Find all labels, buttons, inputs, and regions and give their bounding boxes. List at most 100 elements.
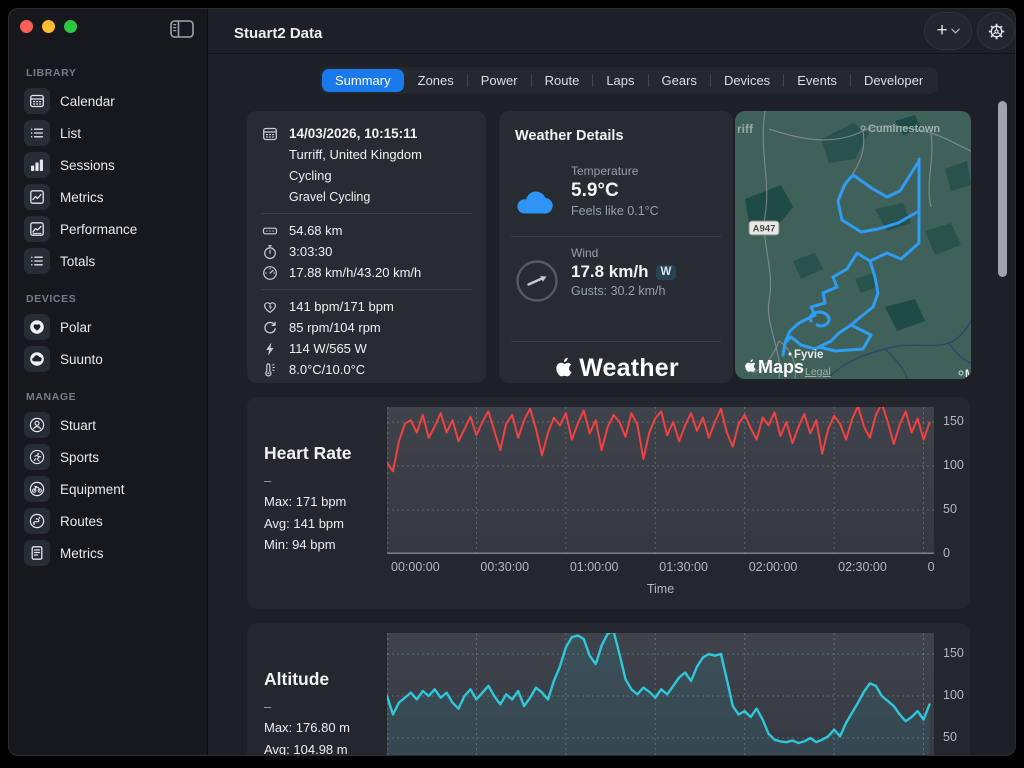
chart-title: Altitude <box>264 669 329 690</box>
sidebar-item-metrics[interactable]: Metrics <box>9 181 207 213</box>
x-axis-labels: 00:00:0000:30:0001:00:0001:30:0002:00:00… <box>387 560 934 576</box>
sidebar-item-performance[interactable]: Performance <box>9 213 207 245</box>
calendar-icon <box>24 88 50 114</box>
zoom-button[interactable] <box>64 20 77 33</box>
tab-developer[interactable]: Developer <box>851 69 936 92</box>
summary-stat: 3:03:30 <box>261 241 472 262</box>
calendar-icon <box>261 126 278 142</box>
power-bolt-icon <box>261 341 278 357</box>
settings-button[interactable] <box>977 12 1015 50</box>
map-town-right: M <box>965 368 971 379</box>
tab-power[interactable]: Power <box>468 69 531 92</box>
chart-stat-line: Avg: 141 bpm <box>264 513 346 535</box>
document-icon <box>24 540 50 566</box>
gear-icon <box>986 21 1007 42</box>
summary-stat-text: 17.88 km/h/43.20 km/h <box>289 265 421 280</box>
tab-bar: SummaryZonesPowerRouteLapsGearsDevicesEv… <box>320 67 938 94</box>
runner-circle-icon <box>24 444 50 470</box>
sidebar-item-label: Suunto <box>60 352 103 367</box>
sidebar-item-suunto[interactable]: Suunto <box>9 343 207 375</box>
summary-stat-text: 114 W/565 W <box>289 341 367 356</box>
gusts: Gusts: 30.2 km/h <box>571 284 676 298</box>
thermometer-icon <box>261 362 278 378</box>
summary-stat: 54.68 km <box>261 220 472 241</box>
apple-logo-icon <box>553 356 575 378</box>
sidebar-item-sessions[interactable]: Sessions <box>9 149 207 181</box>
summary-stat-text: 141 bpm/171 bpm <box>289 299 394 314</box>
summary-datetime: 14/03/2026, 10:15:11 <box>261 123 472 144</box>
sidebar-section-manage: MANAGEStuartSportsEquipmentRoutesMetrics <box>9 391 207 569</box>
main-area: Stuart2 Data + SummaryZonesPowerRouteLap… <box>209 9 1015 755</box>
tab-laps[interactable]: Laps <box>593 69 647 92</box>
suunto-cloud-icon <box>24 346 50 372</box>
sidebar-item-sports[interactable]: Sports <box>9 441 207 473</box>
list-icon <box>24 120 50 146</box>
distance-road-icon <box>261 223 278 239</box>
sidebar-item-label: Polar <box>60 320 92 335</box>
map-legal-link[interactable]: Legal <box>805 366 831 378</box>
add-button[interactable]: + <box>924 12 972 50</box>
summary-location: Turriff, United Kingdom <box>261 144 472 165</box>
summary-sub-activity-text: Gravel Cycling <box>289 190 370 204</box>
scrollbar-thumb[interactable] <box>998 101 1007 277</box>
sidebar-item-stuart[interactable]: Stuart <box>9 409 207 441</box>
sidebar-item-calendar[interactable]: Calendar <box>9 85 207 117</box>
sidebar-item-totals[interactable]: Totals <box>9 245 207 277</box>
sidebar-item-label: Sports <box>60 450 99 465</box>
y-tick-label: 0 <box>943 546 950 560</box>
person-circle-icon <box>24 412 50 438</box>
town-marker-fyvie <box>788 352 791 355</box>
summary-datetime-text: 14/03/2026, 10:15:11 <box>289 126 417 141</box>
tab-summary[interactable]: Summary <box>322 69 404 92</box>
summary-stat: 141 bpm/171 bpm <box>261 296 472 317</box>
summary-stat-text: 3:03:30 <box>289 244 332 259</box>
summary-divider <box>261 289 472 290</box>
chart-stat-line: Min: 94 bpm <box>264 534 346 556</box>
route-map[interactable]: Cuminestown riff A947 Fyvie M Maps Legal <box>735 111 971 379</box>
activity-summary-card: 14/03/2026, 10:15:11 Turriff, United King… <box>247 111 486 383</box>
sidebar-item-metrics[interactable]: Metrics <box>9 537 207 569</box>
chart-title: Heart Rate <box>264 443 352 464</box>
tab-events[interactable]: Events <box>784 69 850 92</box>
x-tick-label: 02:00:00 <box>749 560 798 574</box>
map-town-top: Cuminestown <box>868 123 940 135</box>
sidebar-item-polar[interactable]: Polar <box>9 311 207 343</box>
map-canvas: Cuminestown riff A947 Fyvie M Maps Legal <box>735 111 971 379</box>
minimize-button[interactable] <box>42 20 55 33</box>
speedometer-icon <box>261 265 278 281</box>
sidebar-item-routes[interactable]: Routes <box>9 505 207 537</box>
weather-divider <box>511 236 721 237</box>
tab-gears[interactable]: Gears <box>649 69 710 92</box>
sidebar-item-equipment[interactable]: Equipment <box>9 473 207 505</box>
weather-provider: Weather <box>579 354 679 383</box>
tab-route[interactable]: Route <box>532 69 593 92</box>
x-tick-label: 01:00:00 <box>570 560 619 574</box>
weather-divider-2 <box>511 341 721 342</box>
sidebar-item-list[interactable]: List <box>9 117 207 149</box>
sidebar-item-label: Sessions <box>60 158 115 173</box>
x-tick-label: 02:30:00 <box>838 560 887 574</box>
weather-card: Weather Details Temperature 5.9°C Feels … <box>499 111 733 383</box>
summary-stat-text: 8.0°C/10.0°C <box>289 362 365 377</box>
temperature-value: 5.9°C <box>571 180 659 202</box>
sidebar-item-label: Totals <box>60 254 95 269</box>
chart-stats: Max: 176.80 mAvg: 104.98 m <box>264 717 350 756</box>
y-tick-label: 50 <box>943 730 957 744</box>
sidebar-section-label: DEVICES <box>9 293 207 311</box>
close-button[interactable] <box>20 20 33 33</box>
polar-heart-icon <box>24 314 50 340</box>
x-tick-label: 00:00:00 <box>391 560 440 574</box>
chart-stat-line: Max: 171 bpm <box>264 491 346 513</box>
bar-chart-icon <box>24 152 50 178</box>
feels-like: Feels like 0.1°C <box>571 204 659 218</box>
sidebar-item-label: Metrics <box>60 546 104 561</box>
wind-block: Wind 17.8 km/hW Gusts: 30.2 km/h <box>571 246 676 298</box>
wind-direction-badge: W <box>656 265 677 280</box>
totals-list-icon <box>24 248 50 274</box>
chart-plot-area <box>387 633 934 756</box>
altitude-chart-card: Altitude–Max: 176.80 mAvg: 104.98 m00:00… <box>247 623 970 756</box>
chart-line <box>387 407 930 471</box>
toggle-sidebar-icon[interactable] <box>170 20 194 38</box>
tab-devices[interactable]: Devices <box>711 69 783 92</box>
tab-zones[interactable]: Zones <box>405 69 467 92</box>
